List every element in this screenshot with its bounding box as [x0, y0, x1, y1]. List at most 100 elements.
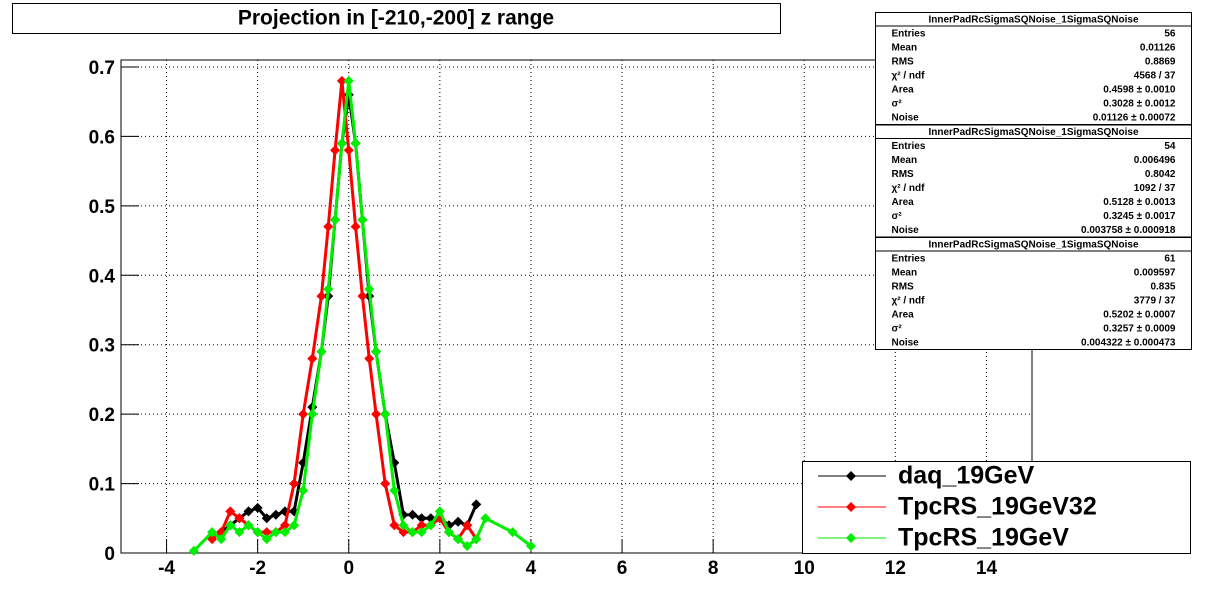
- legend-label: TpcRS_19GeV32: [898, 493, 1097, 521]
- stats-label: Noise: [892, 113, 920, 124]
- point: [279, 527, 290, 538]
- point: [330, 145, 341, 156]
- stats-value: 0.8869: [1145, 57, 1176, 68]
- point: [371, 409, 382, 420]
- legend-label: daq_19GeV: [898, 462, 1035, 490]
- point: [234, 527, 245, 538]
- x-tick-label: 4: [526, 558, 537, 579]
- stats-label: χ² / ndf: [892, 71, 926, 82]
- point: [453, 516, 464, 527]
- y-tick-label: 0.5: [89, 197, 116, 218]
- stats-value: 0.004322 ± 0.000473: [1081, 338, 1176, 349]
- point: [416, 513, 427, 524]
- point: [243, 520, 254, 531]
- point: [316, 291, 327, 302]
- stats-label: σ²: [892, 99, 903, 110]
- point: [364, 353, 375, 364]
- stats-value: 0.5202 ± 0.0007: [1103, 310, 1176, 321]
- point: [323, 221, 334, 232]
- stats-value: 0.835: [1150, 282, 1175, 293]
- stats-label: Mean: [892, 43, 918, 54]
- point: [462, 541, 473, 552]
- y-tick-label: 0.4: [89, 266, 116, 287]
- stats-label: Area: [892, 310, 915, 321]
- stats-label: Entries: [892, 29, 926, 40]
- point: [307, 353, 318, 364]
- stats-value: 0.3257 ± 0.0009: [1103, 324, 1176, 335]
- x-tick-label: 6: [617, 558, 628, 579]
- y-tick-label: 0.1: [89, 475, 116, 496]
- x-tick-label: 12: [885, 558, 906, 579]
- x-tick-label: 0: [343, 558, 354, 579]
- stats-label: χ² / ndf: [892, 183, 926, 194]
- point: [357, 291, 368, 302]
- point: [270, 509, 281, 520]
- point: [225, 520, 236, 531]
- stats-label: Mean: [892, 268, 918, 279]
- point: [416, 520, 427, 531]
- point: [243, 506, 254, 517]
- stats-value: 1092 / 37: [1134, 183, 1176, 194]
- point: [270, 527, 281, 538]
- point: [398, 527, 409, 538]
- stats-value: 61: [1164, 254, 1176, 265]
- chart-title: Projection in [-210,-200] z range: [238, 7, 554, 30]
- stats-box: [875, 237, 1192, 350]
- point: [398, 520, 409, 531]
- point: [389, 520, 400, 531]
- point: [350, 138, 361, 149]
- y-tick-label: 0: [104, 544, 115, 565]
- x-tick-label: 8: [708, 558, 719, 579]
- point: [261, 527, 272, 538]
- x-tick-label: 14: [976, 558, 998, 579]
- title-box: [12, 3, 781, 34]
- point: [252, 527, 263, 538]
- point: [298, 409, 309, 420]
- stats-value: 0.3028 ± 0.0012: [1103, 99, 1176, 110]
- point: [261, 534, 272, 545]
- y-tick-label: 0.6: [89, 127, 115, 148]
- y-tick-label: 0.7: [89, 58, 115, 79]
- stats-label: σ²: [892, 324, 903, 335]
- point: [480, 513, 491, 524]
- legend-marker: [846, 533, 856, 543]
- x-tick-label: 10: [794, 558, 815, 579]
- point: [316, 346, 327, 357]
- point: [343, 145, 354, 156]
- stats-value: 0.003758 ± 0.000918: [1081, 225, 1176, 236]
- point: [434, 506, 445, 517]
- point: [364, 284, 375, 295]
- point: [407, 527, 418, 538]
- legend-marker: [846, 471, 856, 481]
- x-tick-label: 2: [435, 558, 446, 579]
- point: [525, 541, 536, 552]
- x-tick-label: -2: [249, 558, 266, 579]
- point: [471, 534, 482, 545]
- fit-line: [211, 80, 478, 542]
- point: [425, 520, 436, 531]
- stats-label: RMS: [892, 169, 915, 180]
- point: [443, 527, 454, 538]
- point: [330, 214, 341, 225]
- point: [336, 75, 347, 86]
- stats-value: 56: [1164, 29, 1176, 40]
- stats-label: Noise: [892, 338, 920, 349]
- x-tick-label: -4: [158, 558, 175, 579]
- stats-label: Area: [892, 85, 915, 96]
- point: [261, 513, 272, 524]
- stats-label: Entries: [892, 254, 926, 265]
- stats-label: Mean: [892, 155, 918, 166]
- stats-value: 3779 / 37: [1134, 296, 1176, 307]
- stats-box: [875, 124, 1192, 238]
- point: [371, 346, 382, 357]
- stats-label: RMS: [892, 57, 915, 68]
- y-tick-label: 0.2: [89, 405, 115, 426]
- stats-value: 0.5128 ± 0.0013: [1103, 197, 1176, 208]
- stats-label: σ²: [892, 211, 903, 222]
- stats-value: 4568 / 37: [1134, 71, 1176, 82]
- stats-value: 0.3245 ± 0.0017: [1103, 211, 1176, 222]
- legend-label: TpcRS_19GeV: [898, 524, 1069, 552]
- point: [389, 485, 400, 496]
